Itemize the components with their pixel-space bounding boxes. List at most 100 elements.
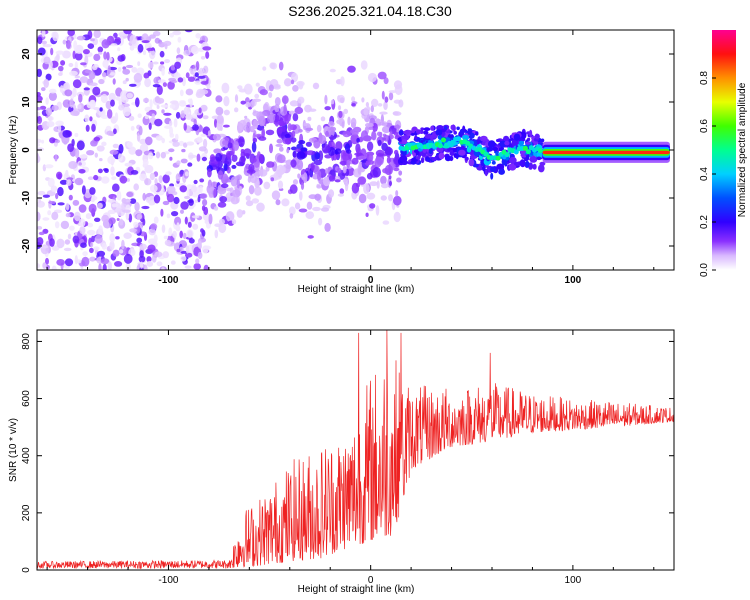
spectrogram-cell	[522, 145, 528, 151]
spectrogram-cell	[37, 226, 43, 230]
spectrogram-cell	[79, 226, 86, 235]
spectrogram-cell	[496, 138, 501, 143]
spectrogram-cell	[42, 262, 47, 269]
spectrogram-cell	[191, 45, 199, 55]
spectrogram-cell	[289, 184, 298, 194]
spectrogram-cell	[163, 235, 169, 240]
spectrogram-cell	[45, 257, 49, 265]
spectrogram-cell	[118, 104, 125, 111]
spectrogram-cell	[424, 134, 432, 139]
spectrogram-cell	[199, 89, 209, 95]
spectrogram-cell	[245, 200, 254, 207]
spectrogram-cell	[298, 140, 306, 145]
spectrogram-cell	[511, 139, 519, 146]
spectrogram-cell	[225, 197, 233, 202]
spectrogram-cell	[192, 124, 199, 131]
spectrogram-cell	[195, 61, 200, 71]
spectrogram-cell	[498, 168, 505, 175]
spectrogram-cell	[529, 129, 533, 138]
spectrogram-cell	[121, 197, 127, 204]
spectrogram-cell	[495, 155, 501, 161]
spectrogram-cell	[223, 109, 230, 116]
spectrogram-cell	[62, 50, 71, 59]
spectrogram-cell	[118, 143, 124, 154]
x-tick-label: -100	[158, 575, 178, 586]
spectrogram-cell	[357, 155, 367, 160]
spectrogram-cell	[193, 118, 197, 126]
spectrogram-cell	[111, 203, 118, 208]
spectrogram-cell	[37, 107, 42, 111]
spectrogram-cell	[47, 177, 55, 188]
spectrogram-cell	[278, 120, 287, 127]
spectrogram-cell	[532, 163, 537, 170]
spectrogram-cell	[176, 160, 181, 166]
spectrogram-cell	[281, 198, 290, 207]
spectrogram-cell	[112, 183, 120, 192]
snr-line	[37, 330, 674, 570]
spectrogram-cell	[100, 258, 110, 265]
spectrogram-cell	[115, 96, 121, 101]
spectrogram-cell	[72, 87, 77, 98]
spectrogram-cell	[65, 169, 69, 177]
spectrogram-cell	[306, 150, 315, 156]
spectrogram-cell	[169, 133, 175, 138]
y-tick-label: 600	[21, 390, 32, 407]
spectrogram-cell	[41, 40, 48, 45]
spectrogram-cell	[143, 264, 148, 270]
spectrogram-cell	[69, 98, 74, 108]
spectrogram-cell	[129, 198, 137, 205]
spectrogram-cell	[100, 114, 109, 120]
spectrogram-cell	[73, 40, 78, 51]
spectrogram-cell	[259, 169, 268, 177]
spectrogram-cell	[138, 255, 146, 263]
spectrogram-cell	[320, 116, 326, 122]
spectrogram-cell	[261, 128, 266, 139]
spectrogram-cell	[59, 179, 68, 185]
spectrogram-cell	[142, 50, 147, 56]
spectrogram-cell	[40, 245, 49, 249]
spectrogram-cell	[216, 114, 224, 124]
spectrogram-cell	[542, 150, 670, 155]
spectrogram-cell	[72, 199, 80, 206]
spectrogram-ylabel: Frequency (Hz)	[8, 116, 19, 185]
spectrogram-cell	[129, 45, 135, 51]
spectrogram-cell	[183, 122, 187, 131]
spectrogram-cell	[438, 152, 445, 160]
spectrogram-cell	[162, 251, 169, 259]
x-tick-label: 100	[565, 275, 582, 286]
spectrogram-cell	[147, 244, 156, 253]
spectrogram-cell	[107, 261, 112, 270]
spectrogram-cell	[160, 151, 166, 159]
spectrogram-cell	[202, 199, 208, 206]
spectrogram-cell	[380, 175, 387, 185]
y-tick-label: 10	[21, 96, 32, 108]
spectrogram-cell	[91, 123, 96, 132]
spectrogram-cell	[72, 235, 80, 244]
spectrogram-cell	[78, 204, 87, 213]
spectrogram-cell	[382, 220, 390, 225]
spectrogram-cell	[76, 140, 85, 151]
spectrogram-cell	[152, 84, 161, 88]
spectrogram-cell	[199, 178, 205, 183]
spectrogram-cell	[154, 251, 163, 258]
spectrogram-cell	[124, 162, 133, 167]
spectrogram-cell	[126, 178, 130, 182]
spectrogram-cell	[307, 235, 314, 239]
spectrogram-cell	[56, 238, 65, 249]
spectrogram-cell	[196, 136, 203, 143]
spectrogram-cell	[277, 180, 284, 190]
spectrogram-cell	[149, 172, 155, 181]
snr-ylabel: SNR (10 * v/v)	[8, 418, 19, 482]
spectrogram-cell	[214, 229, 219, 239]
spectrogram-cell	[366, 172, 373, 180]
spectrogram-cell	[271, 190, 281, 200]
spectrogram-cell	[430, 125, 435, 131]
spectrogram-cell	[369, 181, 379, 187]
spectrogram-cell	[318, 217, 323, 226]
spectrogram-cell	[160, 208, 164, 217]
spectrogram-cell	[346, 149, 352, 154]
spectrogram-cell	[51, 265, 57, 270]
spectrogram-cell	[117, 47, 121, 52]
spectrogram-cell	[245, 195, 251, 201]
